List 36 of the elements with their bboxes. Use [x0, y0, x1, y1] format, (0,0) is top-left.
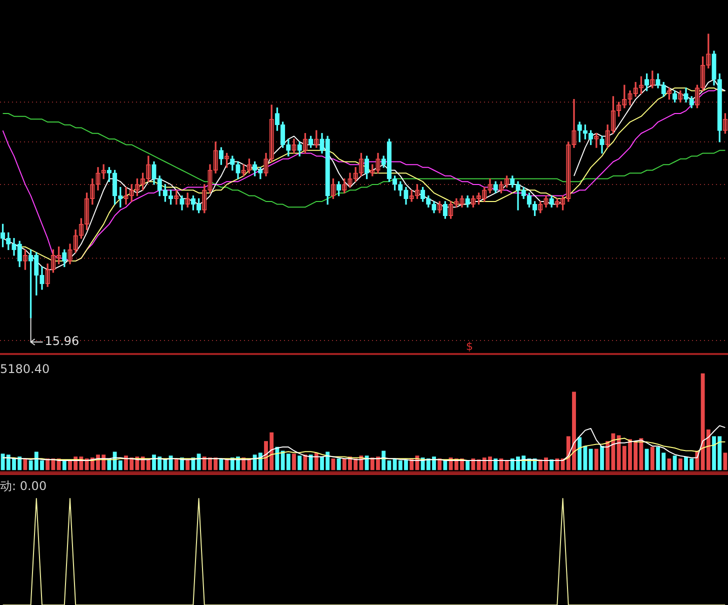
chart-title: 5180.40 — [0, 362, 50, 376]
bar — [550, 459, 554, 470]
bar — [314, 452, 318, 470]
bar — [594, 448, 598, 470]
bar — [364, 456, 369, 470]
bar — [196, 454, 201, 470]
bar — [499, 458, 504, 470]
text: $ — [466, 340, 474, 353]
bar — [667, 458, 672, 470]
bar — [555, 458, 560, 470]
bar — [600, 446, 604, 470]
text: 15.96 — [44, 334, 80, 348]
bar — [336, 458, 341, 470]
chart-title: 动: 0.00 — [0, 479, 47, 494]
bar — [186, 459, 190, 470]
bar — [588, 448, 593, 470]
bar — [644, 448, 649, 470]
bar — [494, 458, 498, 470]
bar — [331, 458, 336, 470]
bar — [650, 446, 654, 470]
bar — [471, 458, 476, 470]
bar — [168, 456, 173, 470]
bar — [466, 460, 470, 470]
bar — [292, 454, 296, 470]
bar — [723, 452, 728, 470]
bar — [504, 460, 509, 470]
bar — [308, 454, 313, 470]
bar — [219, 458, 224, 470]
bar — [672, 456, 677, 470]
bar — [678, 458, 682, 470]
bar — [303, 454, 308, 470]
bar — [174, 458, 178, 470]
bar — [23, 458, 28, 470]
bar — [275, 446, 280, 470]
bar — [298, 456, 302, 470]
bar — [438, 458, 442, 470]
